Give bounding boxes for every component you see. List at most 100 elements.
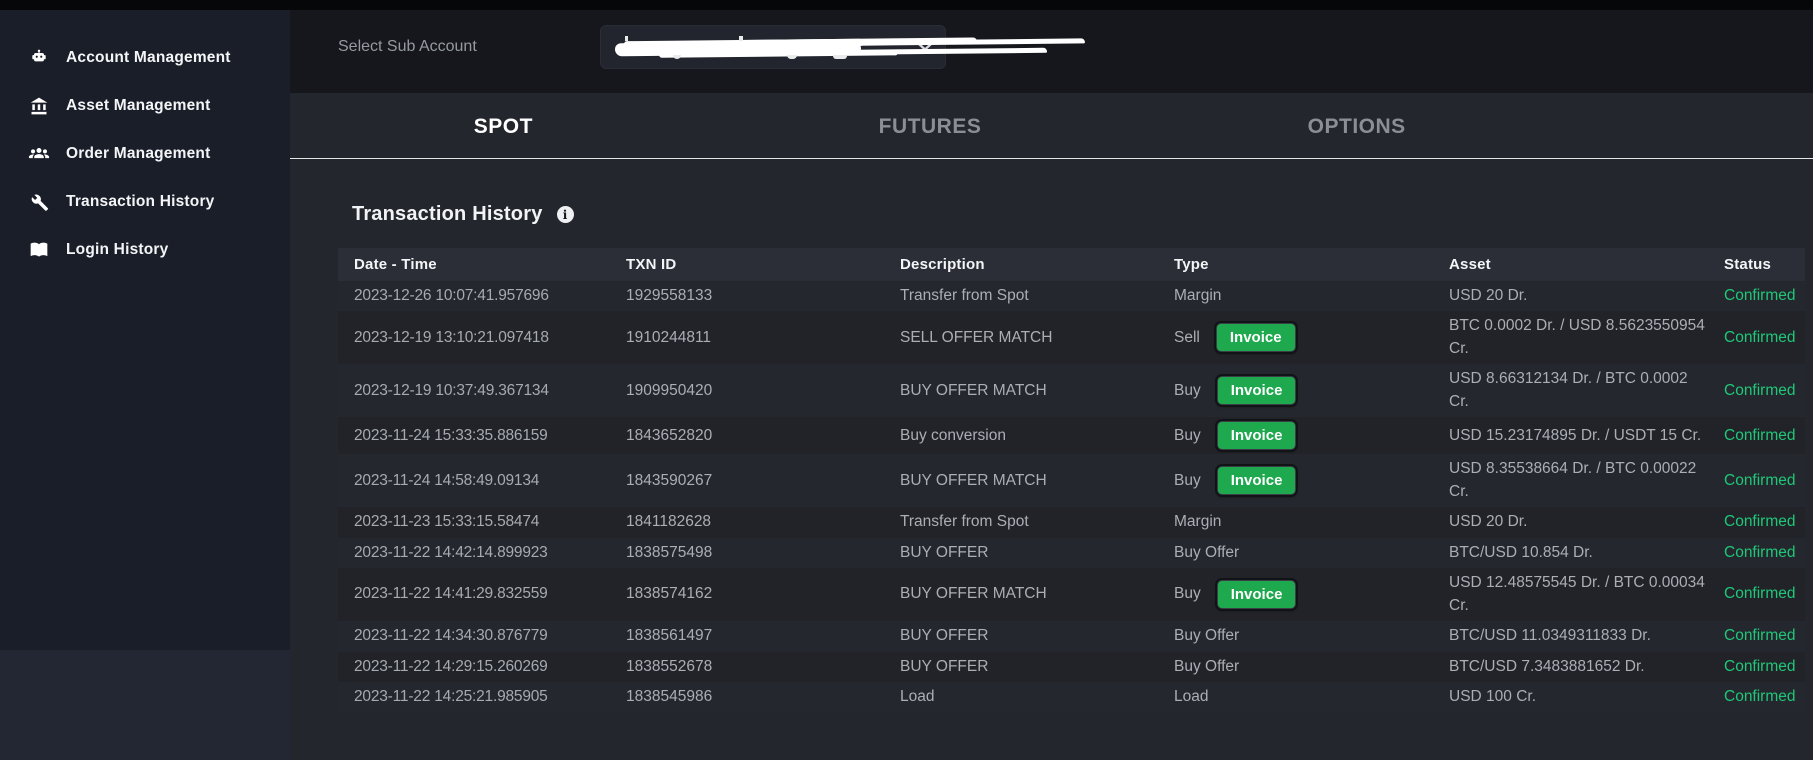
cell-txn-id: 1909950420 [626, 381, 713, 399]
cell-txn-id: 1841182628 [626, 513, 712, 531]
market-tabs: SPOT FUTURES OPTIONS [290, 93, 1813, 159]
cell-txn-id: 1838574162 [626, 585, 713, 603]
status-badge: Confirmed [1724, 426, 1796, 444]
col-header-status: Status [1724, 256, 1772, 273]
table-row: 2023-11-22 14:34:30.876779 1838561497 BU… [338, 621, 1805, 652]
redaction-letter-tips [619, 35, 859, 62]
sidebar-item-label: Transaction History [66, 193, 215, 210]
sidebar-item-label: Asset Management [66, 97, 211, 114]
tab-options[interactable]: OPTIONS [1307, 114, 1406, 138]
cell-description: BUY OFFER [900, 627, 989, 645]
tab-futures[interactable]: FUTURES [878, 114, 982, 138]
cell-txn-id: 1843590267 [626, 471, 713, 489]
type-label: Buy Offer [1174, 543, 1240, 561]
cell-description: Transfer from Spot [900, 287, 1029, 304]
cell-date: 2023-12-19 13:10:21.097418 [354, 328, 549, 346]
cell-asset: USD 8.66312134 Dr. / BTC 0.0002 Cr. [1449, 370, 1688, 410]
cell-type: Load [1174, 686, 1449, 708]
type-label: Buy [1174, 426, 1201, 444]
invoice-button[interactable]: Invoice [1214, 419, 1299, 453]
type-label: Load [1174, 688, 1209, 706]
sidebar-item-asset-management[interactable]: Asset Management [0, 82, 290, 130]
sidebar: Account Management Asset Management Orde… [0, 0, 290, 760]
cell-description: SELL OFFER MATCH [900, 328, 1053, 346]
sidebar-item-login-history[interactable]: Login History [0, 226, 290, 274]
cell-txn-id: 1838575498 [626, 543, 713, 561]
table-row: 2023-11-22 14:29:15.260269 1838552678 BU… [338, 651, 1805, 683]
status-badge: Confirmed [1724, 513, 1796, 531]
book-icon [28, 239, 50, 261]
cell-type: Buy Offer [1174, 656, 1449, 678]
type-label: Margin [1174, 513, 1222, 531]
cell-type: Buy Invoice [1174, 578, 1449, 612]
type-label: Buy [1174, 381, 1201, 399]
sidebar-item-transaction-history[interactable]: Transaction History [0, 178, 290, 226]
invoice-button[interactable]: Invoice [1214, 464, 1299, 498]
cell-type: Buy Offer [1174, 542, 1449, 564]
sidebar-item-account-management[interactable]: Account Management [0, 34, 290, 82]
cell-type: Sell Invoice [1174, 321, 1449, 355]
table-row: 2023-11-22 14:41:29.832559 1838574162 BU… [338, 568, 1805, 622]
cell-asset: BTC/USD 11.0349311833 Dr. [1449, 627, 1651, 645]
sub-account-select[interactable] [600, 24, 946, 69]
info-icon[interactable]: i [556, 206, 574, 223]
sidebar-item-label: Login History [66, 241, 169, 258]
cell-asset: BTC 0.0002 Dr. / USD 8.5623550954 Cr. [1449, 317, 1705, 357]
sidebar-item-label: Account Management [66, 49, 231, 66]
cell-description: Transfer from Spot [900, 513, 1029, 531]
cell-type: Buy Invoice [1174, 464, 1449, 498]
cell-type: Buy Offer [1174, 625, 1449, 647]
cell-description: BUY OFFER [900, 543, 989, 561]
cell-asset: BTC/USD 10.854 Dr. [1449, 543, 1593, 561]
type-label: Buy [1174, 585, 1201, 603]
select-sub-account-label: Select Sub Account [338, 37, 477, 55]
col-header-type: Type [1174, 256, 1209, 273]
cell-date: 2023-11-22 14:34:30.876779 [354, 627, 548, 645]
cell-asset: USD 100 Cr. [1449, 688, 1537, 706]
cell-asset: USD 20 Dr. [1449, 287, 1528, 304]
status-badge: Confirmed [1724, 543, 1796, 561]
table-row: 2023-12-19 13:10:21.097418 1910244811 SE… [338, 311, 1805, 365]
transaction-history-section: Transaction History i Date - Time TXN ID… [290, 203, 1813, 713]
type-label: Sell [1174, 328, 1200, 346]
table-row: 2023-11-24 15:33:35.886159 1843652820 Bu… [338, 417, 1805, 455]
cell-txn-id: 1838552678 [626, 657, 713, 675]
table-row: 2023-11-23 15:33:15.58474 1841182628 Tra… [338, 507, 1805, 538]
invoice-button[interactable]: Invoice [1214, 578, 1299, 612]
page-title: Transaction History [352, 203, 543, 225]
cell-asset: USD 15.23174895 Dr. / USDT 15 Cr. [1449, 426, 1702, 444]
cell-description: BUY OFFER MATCH [900, 471, 1047, 489]
tab-spot[interactable]: SPOT [473, 114, 533, 138]
wrench-icon [28, 191, 50, 213]
users-icon [28, 143, 50, 165]
cell-date: 2023-11-22 14:29:15.260269 [354, 657, 548, 675]
status-badge: Confirmed [1724, 585, 1796, 603]
cell-description: BUY OFFER [900, 657, 989, 675]
main-content: Select Sub Account SPOT FUTURES OPTIONS Tr… [290, 0, 1813, 760]
cell-date: 2023-11-22 14:41:29.832559 [354, 585, 548, 603]
cell-date: 2023-11-22 14:42:14.899923 [354, 543, 548, 561]
col-header-description: Description [900, 256, 985, 273]
cell-asset: BTC/USD 7.3483881652 Dr. [1449, 657, 1645, 675]
table-body: 2023-12-26 10:07:41.957696 1929558133 Tr… [338, 281, 1805, 713]
col-header-asset: Asset [1449, 256, 1491, 273]
transaction-table: Date - Time TXN ID Description Type Asse… [338, 248, 1805, 713]
table-row: 2023-11-22 14:42:14.899923 1838575498 BU… [338, 537, 1805, 569]
sidebar-item-label: Order Management [66, 145, 211, 162]
chevron-down-icon [905, 42, 945, 52]
invoice-button[interactable]: Invoice [1214, 374, 1299, 408]
redacted-email-value [601, 26, 905, 68]
sidebar-item-order-management[interactable]: Order Management [0, 130, 290, 178]
sub-account-bar: Select Sub Account [290, 0, 1813, 93]
cell-date: 2023-11-24 15:33:35.886159 [354, 426, 548, 444]
cell-txn-id: 1838561497 [626, 627, 713, 645]
table-row: 2023-12-19 10:37:49.367134 1909950420 BU… [338, 364, 1805, 418]
invoice-button[interactable]: Invoice [1213, 321, 1298, 355]
cell-txn-id: 1838545986 [626, 688, 713, 706]
table-row: 2023-11-22 14:25:21.985905 1838545986 Lo… [338, 682, 1805, 713]
cell-txn-id: 1929558133 [626, 287, 713, 304]
cell-type: Buy Invoice [1174, 419, 1449, 453]
status-badge: Confirmed [1724, 381, 1796, 399]
cell-date: 2023-12-26 10:07:41.957696 [354, 287, 549, 304]
